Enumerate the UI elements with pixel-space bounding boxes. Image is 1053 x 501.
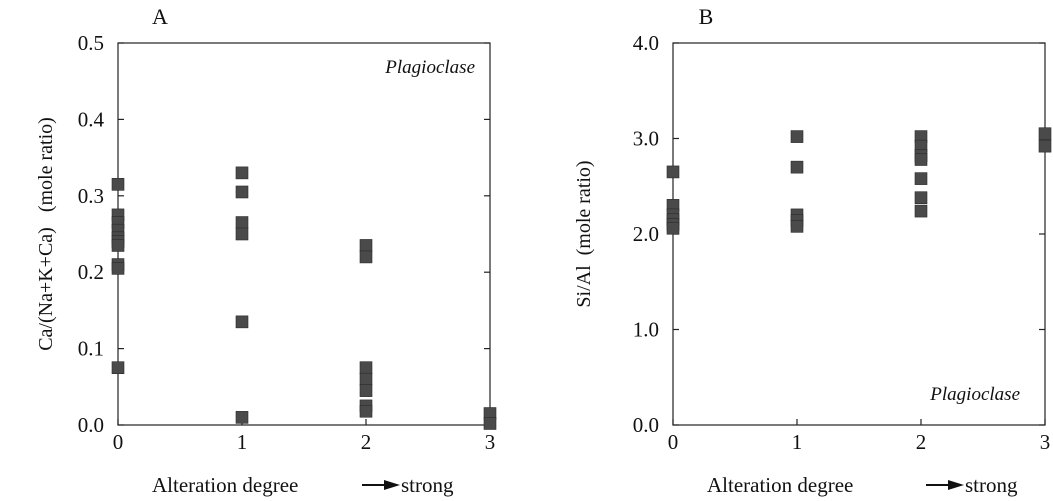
data-point (111, 178, 125, 191)
data-point (235, 166, 249, 180)
data-point (235, 411, 249, 424)
data-point (111, 361, 125, 375)
data-point (1038, 127, 1052, 141)
data-point (790, 130, 804, 143)
y-tick-label: 1.0 (633, 318, 659, 342)
data-point (790, 220, 804, 233)
data-point (359, 239, 373, 252)
y-tick-label: 0.0 (78, 413, 104, 437)
data-point (359, 250, 373, 264)
y-tick-label: 3.0 (633, 127, 659, 151)
data-point (914, 204, 928, 218)
chart-panel-b: B 0.0 1.0 2.0 3.0 4.0 0 1 2 3 Si/Al (mole ratio) Al… (573, 4, 1052, 497)
strong-arrow-head (948, 480, 964, 490)
x-tick-label: 0 (113, 430, 124, 454)
x-axis-label: Alteration degree (152, 473, 298, 497)
x-tick-label: 3 (485, 430, 496, 454)
chart-annotation: Plagioclase (929, 384, 1020, 405)
x-tick-label: 2 (361, 430, 372, 454)
y-tick-label: 0.2 (78, 260, 104, 284)
x-tick-label: 1 (237, 430, 248, 454)
x-axis-arrow-label: strong (401, 473, 454, 497)
data-point (914, 172, 928, 185)
panel-label: B (699, 4, 714, 29)
data-point (235, 227, 249, 241)
data-point (359, 361, 373, 375)
x-tick-label: 2 (916, 430, 927, 454)
panel-label: A (152, 4, 168, 29)
plot-frame (672, 42, 1046, 426)
y-tick-label: 2.0 (633, 222, 659, 246)
x-tick-label: 3 (1040, 430, 1051, 454)
chart-panel-a: A 0.0 0.1 0.2 0.3 0.4 0.5 0 1 2 3 Ca/(Na+K+Ca) (mol… (35, 4, 497, 497)
data-point (111, 262, 125, 275)
x-axis-arrow-label: strong (965, 473, 1018, 497)
x-axis-label: Alteration degree (707, 473, 853, 497)
data-point (235, 216, 249, 229)
y-tick-label: 0.3 (78, 184, 104, 208)
y-axis-label: Si/Al (mole ratio) (573, 160, 595, 307)
x-tick-label: 0 (668, 430, 679, 454)
y-tick-label: 0.0 (633, 413, 659, 437)
y-tick-label: 4.0 (633, 31, 659, 55)
data-point (235, 185, 249, 199)
y-tick-label: 0.5 (78, 31, 104, 55)
chart-annotation: Plagioclase (384, 57, 475, 78)
strong-arrow-head (384, 480, 400, 490)
data-point (1038, 139, 1052, 153)
y-tick-label: 0.4 (78, 107, 105, 131)
data-point (666, 165, 680, 179)
data-point (790, 160, 804, 174)
y-axis-label: Ca/(Na+K+Ca) (mole ratio) (35, 117, 57, 351)
data-point (914, 153, 928, 166)
plot-frame (117, 42, 491, 426)
data-point (359, 404, 373, 418)
y-tick-label: 0.1 (78, 337, 104, 361)
x-tick-label: 1 (792, 430, 803, 454)
data-point (483, 417, 497, 430)
data-point (235, 315, 249, 329)
data-point (359, 384, 373, 397)
data-point (666, 221, 680, 235)
data-point (111, 239, 125, 252)
data-point (914, 191, 928, 205)
data-point (359, 372, 373, 386)
